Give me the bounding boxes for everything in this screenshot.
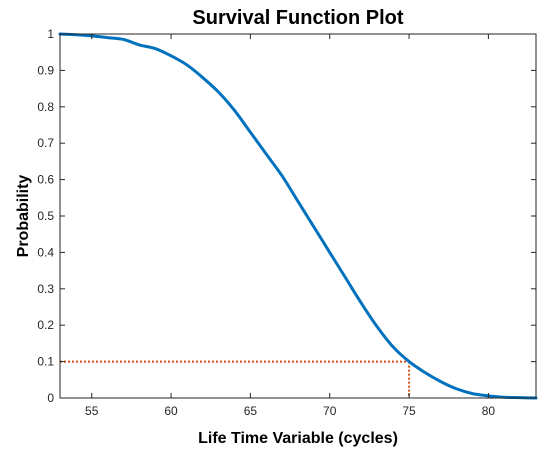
y-tick-label: 0.5 xyxy=(37,209,54,223)
y-tick-label: 0 xyxy=(47,391,54,405)
series-layer xyxy=(58,32,538,400)
x-tick-label: 70 xyxy=(323,404,337,418)
x-axis-title: Life Time Variable (cycles) xyxy=(198,430,398,447)
x-tick-label: 65 xyxy=(244,404,258,418)
y-tick-label: 0.3 xyxy=(37,282,54,296)
x-tick-label: 60 xyxy=(164,404,178,418)
axis-ticks xyxy=(60,33,536,399)
y-tick-label: 0.2 xyxy=(37,318,54,332)
y-axis-title: Probability xyxy=(15,175,32,258)
x-tick-labels: 55 60 65 70 75 80 xyxy=(85,404,495,418)
plot-background xyxy=(60,34,536,398)
x-tick-label: 80 xyxy=(482,404,496,418)
survival-curve xyxy=(58,32,538,400)
y-tick-label: 0.6 xyxy=(37,173,54,187)
chart-title: Survival Function Plot xyxy=(192,7,403,29)
y-tick-labels: 0 0.1 0.2 0.3 0.4 0.5 0.6 0.7 0.8 0.9 1 xyxy=(37,27,54,405)
y-tick-label: 0.7 xyxy=(37,136,54,150)
y-tick-label: 0.1 xyxy=(37,355,54,369)
y-tick-label: 0.4 xyxy=(37,245,54,259)
x-tick-label: 55 xyxy=(85,404,99,418)
y-tick-label: 1 xyxy=(47,27,54,41)
x-tick-label: 75 xyxy=(402,404,416,418)
y-tick-label: 0.8 xyxy=(37,100,54,114)
y-tick-label: 0.9 xyxy=(37,63,54,77)
